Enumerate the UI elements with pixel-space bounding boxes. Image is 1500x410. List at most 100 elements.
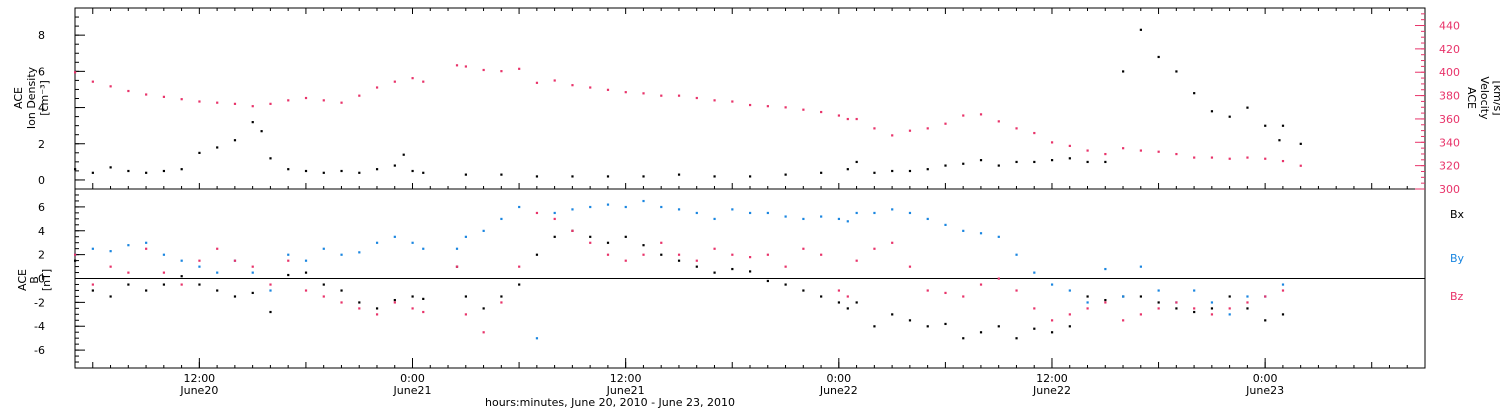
velocity-point <box>482 68 485 72</box>
x-tick-day-label: June20 <box>179 384 218 397</box>
density-point <box>535 175 539 178</box>
velocity-point <box>464 65 467 68</box>
bz-point <box>731 253 734 256</box>
bx-point <box>358 301 361 304</box>
by-point <box>837 217 841 221</box>
bx-point <box>642 244 645 247</box>
by-point <box>1033 271 1036 274</box>
by-point <box>180 259 183 262</box>
velocity-point <box>322 99 325 102</box>
top-right-ylabel: ACE Velocity [km/s] <box>1465 76 1500 120</box>
bz-point <box>1104 301 1107 304</box>
by-point <box>1050 283 1054 286</box>
bz-point <box>1086 307 1089 310</box>
bz-point <box>606 253 610 256</box>
bx-point <box>216 289 219 292</box>
bz-point <box>411 307 414 310</box>
bz-point <box>287 259 290 262</box>
by-point <box>518 205 521 209</box>
by-point <box>422 247 425 250</box>
by-point <box>677 208 681 211</box>
density-point <box>402 153 405 156</box>
x-tick-time-label: 0:00 <box>400 372 425 385</box>
velocity-point <box>891 134 894 137</box>
bx-point <box>109 295 112 298</box>
density-point <box>411 169 414 173</box>
bx-point <box>660 253 663 256</box>
velocity-point <box>127 89 130 93</box>
velocity-point <box>269 102 272 105</box>
bx-point <box>979 331 983 334</box>
velocity-point <box>287 99 290 102</box>
bz-point <box>660 241 663 244</box>
bx-point <box>553 235 556 238</box>
velocity-point <box>145 93 148 96</box>
density-point <box>908 169 912 173</box>
velocity-point <box>233 102 237 105</box>
x-tick-time-label: 0:00 <box>826 372 851 385</box>
bz-point <box>1050 319 1054 322</box>
density-point <box>198 151 201 154</box>
by-point <box>269 289 272 292</box>
bz-point <box>322 295 325 298</box>
velocity-point <box>855 117 858 121</box>
velocity-point <box>571 84 574 87</box>
velocity-point <box>944 122 947 125</box>
density-point <box>269 157 272 160</box>
density-point <box>91 171 94 174</box>
bx-point <box>422 297 425 300</box>
bz-point <box>1015 289 1018 292</box>
top-right-tick-label: 300 <box>1439 183 1460 196</box>
bz-point <box>269 283 272 286</box>
velocity-point <box>162 95 166 98</box>
bz-point <box>1033 307 1036 310</box>
density-point <box>216 146 219 149</box>
density-point <box>145 171 148 174</box>
bx-point <box>518 283 521 286</box>
bx-point <box>784 283 787 286</box>
top-right-tick-label: 360 <box>1439 113 1460 126</box>
density-point <box>1193 92 1196 95</box>
bx-point <box>926 325 929 328</box>
bz-point <box>198 259 201 262</box>
density-point <box>749 175 752 178</box>
bx-point <box>677 259 681 262</box>
velocity-point <box>908 129 912 132</box>
bx-point <box>749 270 752 273</box>
by-point <box>1068 289 1071 292</box>
bx-point <box>251 291 254 295</box>
bx-point <box>304 271 308 274</box>
bx-point <box>1228 295 1231 298</box>
bx-point <box>162 283 166 286</box>
bz-point <box>340 301 343 304</box>
x-axis-title: hours:minutes, June 20, 2010 - June 23, … <box>485 396 735 409</box>
density-point <box>820 171 823 174</box>
velocity-point <box>109 85 112 88</box>
bx-point <box>606 241 610 244</box>
density-point <box>1281 124 1285 127</box>
by-point <box>1193 289 1196 292</box>
by-point <box>979 232 983 235</box>
bx-point <box>695 265 698 268</box>
bz-point <box>642 253 645 256</box>
velocity-point <box>518 67 521 70</box>
x-tick-time-label: 12:00 <box>1036 372 1068 385</box>
velocity-point <box>1175 152 1178 156</box>
bx-point <box>846 307 849 310</box>
velocity-point <box>820 110 823 114</box>
velocity-point <box>749 103 752 107</box>
by-point <box>162 253 166 256</box>
bz-point <box>91 283 94 286</box>
by-point <box>375 241 379 244</box>
top-right-tick-label: 420 <box>1439 43 1460 56</box>
by-point <box>846 220 849 223</box>
legend-bx: Bx <box>1450 208 1465 221</box>
density-point <box>500 173 503 176</box>
bottom-left-tick-label: -6 <box>34 344 45 357</box>
velocity-point <box>1086 149 1089 152</box>
by-point <box>1122 295 1125 298</box>
density-point <box>109 166 112 169</box>
bx-point <box>482 307 485 310</box>
bz-point <box>162 271 166 274</box>
by-point <box>322 247 325 250</box>
